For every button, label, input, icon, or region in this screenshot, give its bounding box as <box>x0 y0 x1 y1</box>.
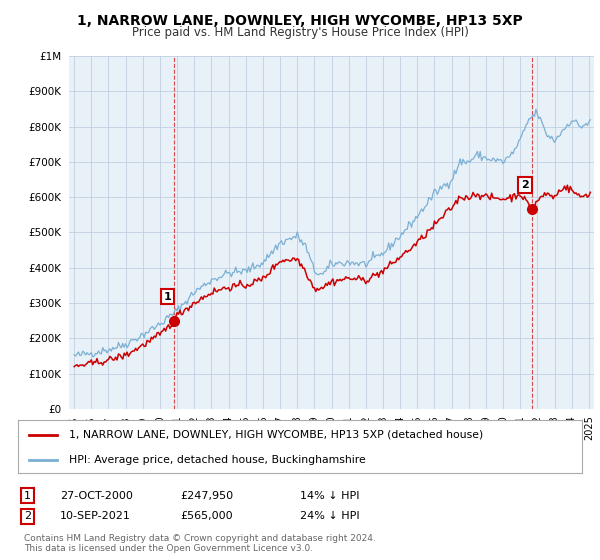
Text: 1, NARROW LANE, DOWNLEY, HIGH WYCOMBE, HP13 5XP: 1, NARROW LANE, DOWNLEY, HIGH WYCOMBE, H… <box>77 14 523 28</box>
Text: £565,000: £565,000 <box>180 511 233 521</box>
Text: 2: 2 <box>521 180 529 190</box>
Text: 14% ↓ HPI: 14% ↓ HPI <box>300 491 359 501</box>
Text: HPI: Average price, detached house, Buckinghamshire: HPI: Average price, detached house, Buck… <box>69 455 365 465</box>
Text: 10-SEP-2021: 10-SEP-2021 <box>60 511 131 521</box>
Text: Price paid vs. HM Land Registry's House Price Index (HPI): Price paid vs. HM Land Registry's House … <box>131 26 469 39</box>
Text: 1: 1 <box>24 491 31 501</box>
Text: 24% ↓ HPI: 24% ↓ HPI <box>300 511 359 521</box>
Text: £247,950: £247,950 <box>180 491 233 501</box>
Text: This data is licensed under the Open Government Licence v3.0.: This data is licensed under the Open Gov… <box>24 544 313 553</box>
Text: 1: 1 <box>163 292 171 302</box>
Text: 2: 2 <box>24 511 31 521</box>
Text: Contains HM Land Registry data © Crown copyright and database right 2024.: Contains HM Land Registry data © Crown c… <box>24 534 376 543</box>
Text: 27-OCT-2000: 27-OCT-2000 <box>60 491 133 501</box>
Text: 1, NARROW LANE, DOWNLEY, HIGH WYCOMBE, HP13 5XP (detached house): 1, NARROW LANE, DOWNLEY, HIGH WYCOMBE, H… <box>69 430 483 440</box>
